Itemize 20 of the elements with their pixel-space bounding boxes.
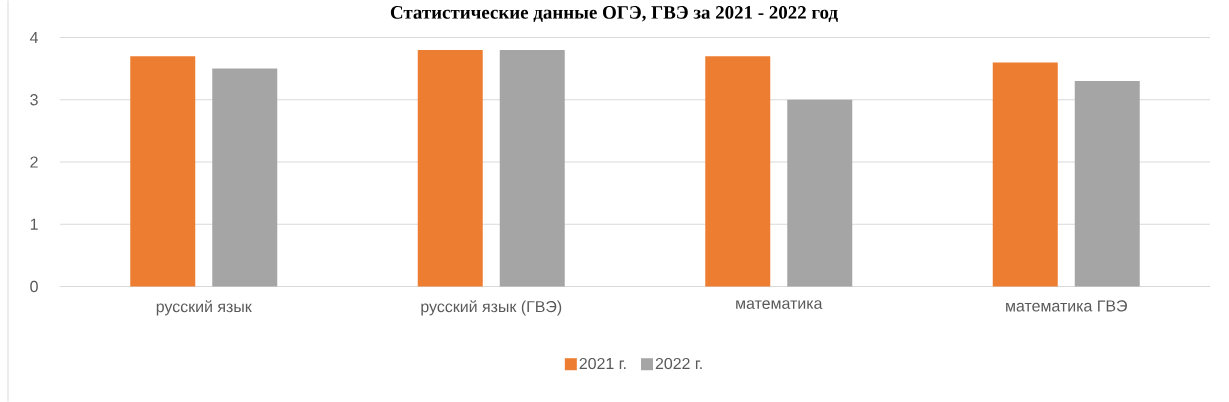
bar xyxy=(1074,81,1140,287)
y-tick-label: 2 xyxy=(30,156,38,168)
bar xyxy=(130,56,196,287)
y-tick-label: 3 xyxy=(30,94,38,106)
bar xyxy=(212,68,278,287)
y-tick-label: 1 xyxy=(30,218,38,230)
x-tick-label: математика xyxy=(736,300,823,310)
y-tick-label: 4 xyxy=(29,32,39,43)
bar xyxy=(787,99,853,287)
chart-title: Статистические данные ОГЭ, ГВЭ за 2021 - 2022 год xyxy=(390,6,838,22)
bar xyxy=(417,49,483,287)
x-tick-label: математика ГВЭ xyxy=(1006,300,1127,312)
bar xyxy=(499,49,565,287)
legend-label: 2022 г. xyxy=(655,357,702,370)
x-tick-label: русский язык xyxy=(156,300,252,316)
bar xyxy=(992,62,1058,287)
bar xyxy=(705,56,771,287)
x-tick-label: русский язык (ГВЭ) xyxy=(421,300,562,316)
legend-label: 2021 г. xyxy=(579,357,626,370)
y-tick-label: 0 xyxy=(30,280,38,293)
